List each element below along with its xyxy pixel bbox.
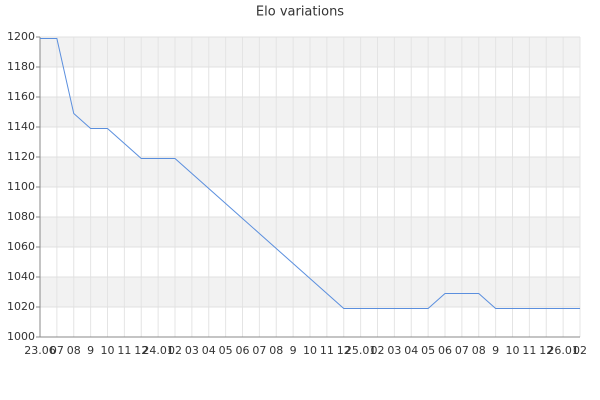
x-tick-label: 04 bbox=[404, 344, 418, 357]
x-tick-label: 07 bbox=[50, 344, 64, 357]
x-tick-label: 02 bbox=[371, 344, 385, 357]
y-tick-label: 1100 bbox=[7, 180, 35, 193]
x-tick-label: 10 bbox=[506, 344, 520, 357]
y-tick-label: 1060 bbox=[7, 240, 35, 253]
x-tick-label: 11 bbox=[320, 344, 334, 357]
x-tick-label: 02 bbox=[573, 344, 587, 357]
x-tick-label: 07 bbox=[455, 344, 469, 357]
x-tick-label: 23.06 bbox=[24, 344, 56, 357]
x-tick-label: 06 bbox=[236, 344, 250, 357]
x-tick-label: 9 bbox=[492, 344, 499, 357]
y-tick-label: 1020 bbox=[7, 300, 35, 313]
x-tick-label: 9 bbox=[290, 344, 297, 357]
x-tick-label: 08 bbox=[269, 344, 283, 357]
x-tick-label: 02 bbox=[168, 344, 182, 357]
x-tick-label: 11 bbox=[522, 344, 536, 357]
y-tick-label: 1160 bbox=[7, 90, 35, 103]
x-tick-label: 26.01 bbox=[547, 344, 579, 357]
y-tick-label: 1180 bbox=[7, 60, 35, 73]
x-tick-label: 04 bbox=[202, 344, 216, 357]
x-tick-label: 08 bbox=[472, 344, 486, 357]
x-tick-label: 06 bbox=[438, 344, 452, 357]
x-tick-label: 11 bbox=[117, 344, 131, 357]
x-tick-label: 25.01 bbox=[345, 344, 377, 357]
x-tick-label: 9 bbox=[87, 344, 94, 357]
x-tick-label: 05 bbox=[421, 344, 435, 357]
x-tick-label: 12 bbox=[337, 344, 351, 357]
x-tick-label: 10 bbox=[101, 344, 115, 357]
x-tick-label: 03 bbox=[387, 344, 401, 357]
y-tick-label: 1080 bbox=[7, 210, 35, 223]
x-tick-label: 12 bbox=[539, 344, 553, 357]
y-tick-label: 1200 bbox=[7, 30, 35, 43]
y-tick-label: 1140 bbox=[7, 120, 35, 133]
x-tick-label: 08 bbox=[67, 344, 81, 357]
y-tick-label: 1120 bbox=[7, 150, 35, 163]
x-tick-label: 24.01 bbox=[142, 344, 174, 357]
y-tick-label: 1000 bbox=[7, 330, 35, 343]
x-tick-label: 12 bbox=[134, 344, 148, 357]
chart-title: Elo variations bbox=[256, 5, 344, 20]
x-tick-label: 03 bbox=[185, 344, 199, 357]
y-tick-label: 1040 bbox=[7, 270, 35, 283]
x-tick-label: 10 bbox=[303, 344, 317, 357]
x-tick-label: 07 bbox=[252, 344, 266, 357]
line bbox=[40, 38, 580, 309]
x-tick-label: 05 bbox=[219, 344, 233, 357]
